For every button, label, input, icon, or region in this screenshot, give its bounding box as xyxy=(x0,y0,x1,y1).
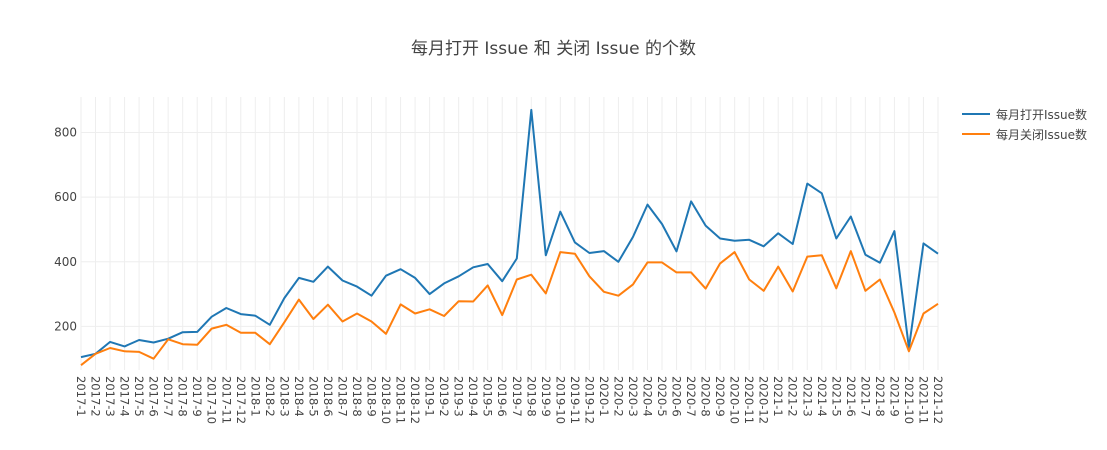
y-tick-label: 600 xyxy=(54,190,77,204)
x-tick-label: 2019-3 xyxy=(452,376,466,417)
legend: 每月打开Issue数 每月关闭Issue数 xyxy=(962,104,1087,144)
x-tick-label: 2021-6 xyxy=(844,376,858,417)
x-tick-label: 2018-3 xyxy=(277,376,291,417)
x-tick-label: 2021-1 xyxy=(771,376,785,417)
x-tick-label: 2021-3 xyxy=(800,376,814,417)
x-tick-label: 2019-5 xyxy=(481,376,495,417)
x-tick-label: 2017-2 xyxy=(89,376,103,417)
x-tick-label: 2018-5 xyxy=(306,376,320,417)
x-tick-label: 2020-4 xyxy=(640,376,654,417)
x-tick-label: 2017-11 xyxy=(219,376,233,424)
x-tick-label: 2021-9 xyxy=(887,376,901,417)
x-tick-label: 2017-8 xyxy=(176,376,190,417)
x-tick-label: 2017-3 xyxy=(103,376,117,417)
x-tick-label: 2018-9 xyxy=(365,376,379,417)
x-tick-label: 2020-2 xyxy=(611,376,625,417)
legend-swatch-closed xyxy=(962,133,990,135)
x-tick-label: 2019-12 xyxy=(582,376,596,424)
x-tick-label: 2018-6 xyxy=(321,376,335,417)
x-tick-label: 2017-9 xyxy=(190,376,204,417)
x-tick-label: 2021-8 xyxy=(873,376,887,417)
x-tick-label: 2020-3 xyxy=(626,376,640,417)
x-tick-label: 2021-5 xyxy=(829,376,843,417)
x-tick-label: 2018-10 xyxy=(379,376,393,424)
series-line-0 xyxy=(80,108,939,359)
x-tick-label: 2020-9 xyxy=(713,376,727,417)
x-tick-label: 2019-2 xyxy=(437,376,451,417)
series-layer xyxy=(80,108,939,366)
x-tick-label: 2018-1 xyxy=(248,376,262,417)
y-tick-label: 400 xyxy=(54,255,77,269)
x-tick-label: 2018-12 xyxy=(408,376,422,424)
chart-title: 每月打开 Issue 和 关闭 Issue 的个数 xyxy=(411,39,696,59)
x-tick-label: 2020-1 xyxy=(597,376,611,417)
x-tick-label: 2020-11 xyxy=(742,376,756,424)
x-tick-label: 2017-6 xyxy=(147,376,161,417)
x-tick-label: 2019-6 xyxy=(495,376,509,417)
x-tick-label: 2020-10 xyxy=(728,376,742,424)
x-tick-label: 2019-10 xyxy=(553,376,567,424)
x-tick-label: 2020-5 xyxy=(655,376,669,417)
x-tick-label: 2018-2 xyxy=(263,376,277,417)
y-tick-label: 800 xyxy=(54,126,77,140)
x-tick-label: 2017-4 xyxy=(118,376,132,417)
x-tick-label: 2018-7 xyxy=(335,376,349,417)
x-tick-label: 2018-4 xyxy=(292,376,306,417)
x-tick-label: 2019-9 xyxy=(539,376,553,417)
x-tick-label: 2021-11 xyxy=(916,376,930,424)
x-tick-label: 2021-7 xyxy=(858,376,872,417)
x-tick-label: 2017-1 xyxy=(74,376,88,417)
x-tick-label: 2018-11 xyxy=(394,376,408,424)
x-tick-label: 2019-8 xyxy=(524,376,538,417)
x-tick-label: 2018-8 xyxy=(350,376,364,417)
legend-item-closed[interactable]: 每月关闭Issue数 xyxy=(962,124,1087,144)
x-tick-label: 2021-4 xyxy=(815,376,829,417)
x-tick-label: 2019-7 xyxy=(510,376,524,417)
grid-layer xyxy=(80,97,939,370)
x-tick-label: 2021-10 xyxy=(902,376,916,424)
x-tick-label: 2017-12 xyxy=(234,376,248,424)
legend-item-opened[interactable]: 每月打开Issue数 xyxy=(962,104,1087,124)
x-tick-label: 2020-7 xyxy=(684,376,698,417)
legend-swatch-opened xyxy=(962,113,990,115)
x-tick-label: 2020-12 xyxy=(757,376,771,424)
legend-label-opened: 每月打开Issue数 xyxy=(996,107,1088,122)
x-tick-label: 2019-1 xyxy=(423,376,437,417)
x-tick-label: 2019-4 xyxy=(466,376,480,417)
x-tick-label: 2017-10 xyxy=(205,376,219,424)
y-tick-label: 200 xyxy=(54,319,77,333)
x-tick-label: 2017-7 xyxy=(161,376,175,417)
x-tick-label: 2019-11 xyxy=(568,376,582,424)
x-tick-label: 2017-5 xyxy=(132,376,146,417)
legend-label-closed: 每月关闭Issue数 xyxy=(996,127,1088,142)
x-tick-label: 2021-12 xyxy=(931,376,945,424)
x-tick-label: 2020-6 xyxy=(670,376,684,417)
x-tick-label: 2021-2 xyxy=(786,376,800,417)
x-tick-label: 2020-8 xyxy=(699,376,713,417)
series-line-1 xyxy=(80,250,939,366)
